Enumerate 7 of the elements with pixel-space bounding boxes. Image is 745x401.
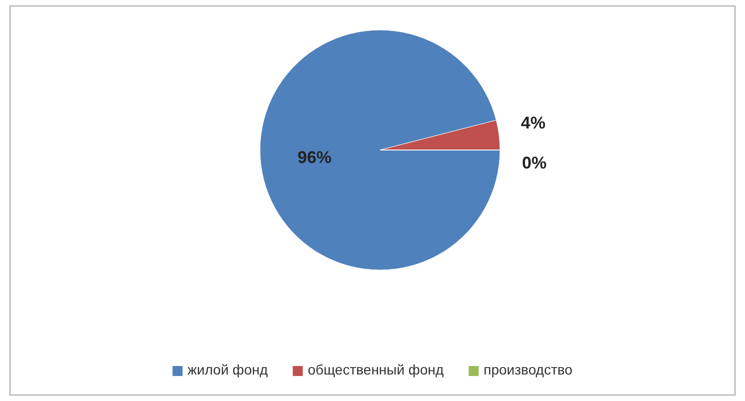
legend-label: производство	[484, 362, 573, 378]
legend-label: жилой фонд	[188, 362, 268, 378]
data-label: 96%	[298, 148, 332, 167]
pie-slice	[260, 30, 500, 270]
legend-label: общественный фонд	[308, 362, 444, 378]
text: 0%	[522, 153, 547, 172]
data-label: 4%	[520, 114, 546, 133]
